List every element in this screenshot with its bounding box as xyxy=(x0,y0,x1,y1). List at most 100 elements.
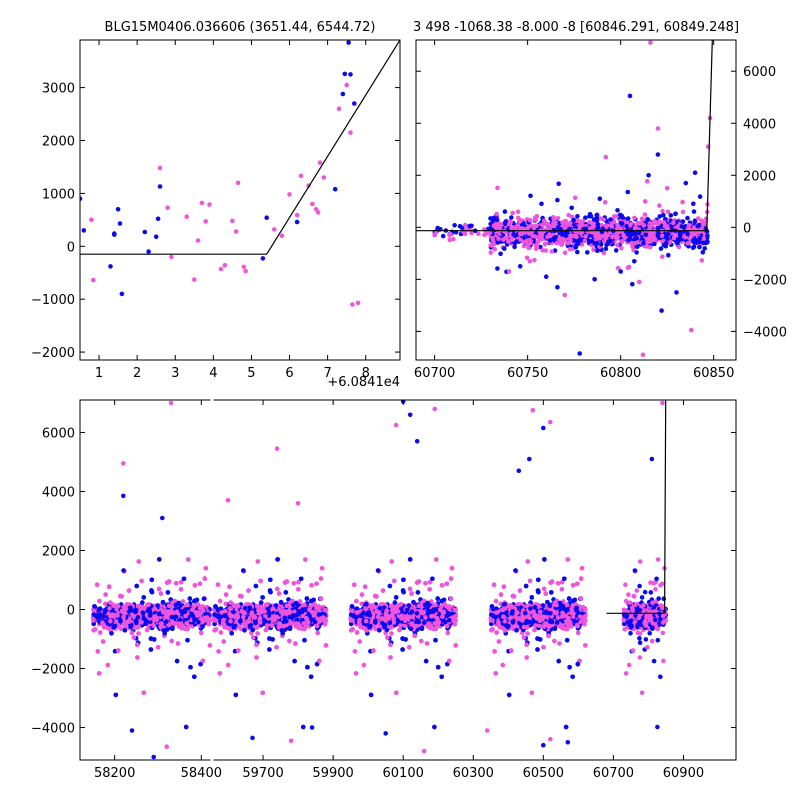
data-point xyxy=(609,224,615,229)
data-point xyxy=(172,621,178,626)
x-tick-label: 60750 xyxy=(507,366,548,381)
data-point xyxy=(673,211,678,217)
data-point xyxy=(467,223,472,229)
data-point xyxy=(701,221,707,227)
data-point xyxy=(641,222,647,228)
x-tick-label: 1 xyxy=(95,366,103,381)
data-point xyxy=(533,243,539,248)
data-point xyxy=(686,223,692,228)
data-point xyxy=(645,217,651,222)
data-point xyxy=(587,214,592,219)
data-point xyxy=(634,250,639,255)
data-point xyxy=(569,205,574,211)
data-point xyxy=(174,581,179,586)
data-point xyxy=(103,592,108,597)
data-point xyxy=(267,647,272,652)
data-point xyxy=(573,244,579,250)
data-point xyxy=(628,222,633,228)
data-point xyxy=(287,192,292,197)
data-point xyxy=(122,611,128,616)
data-point xyxy=(671,220,676,226)
data-point xyxy=(617,212,623,218)
data-point xyxy=(644,179,650,184)
data-point xyxy=(579,242,585,247)
data-point xyxy=(192,583,198,588)
data-point xyxy=(207,202,212,207)
data-point xyxy=(560,238,565,243)
data-point xyxy=(657,203,662,208)
data-point xyxy=(192,598,197,604)
data-point xyxy=(348,130,353,135)
data-point xyxy=(591,247,596,252)
data-point xyxy=(697,244,702,250)
data-point xyxy=(586,226,592,231)
data-point xyxy=(206,621,212,627)
data-point xyxy=(169,638,174,644)
data-point xyxy=(551,223,556,229)
data-point xyxy=(218,630,224,635)
data-point xyxy=(582,238,588,244)
data-point xyxy=(520,222,525,228)
data-point xyxy=(157,184,163,189)
data-point xyxy=(691,201,696,207)
data-point xyxy=(317,160,323,165)
data-point xyxy=(677,231,683,237)
data-point xyxy=(469,230,474,236)
data-point xyxy=(96,613,102,619)
axes-frame xyxy=(415,39,737,361)
x-tick-label: 7 xyxy=(323,366,331,381)
data-point xyxy=(207,643,213,648)
data-point xyxy=(509,215,514,220)
data-point xyxy=(627,93,633,99)
data-point xyxy=(517,231,523,236)
data-point xyxy=(639,216,645,221)
data-point xyxy=(109,631,114,636)
data-point xyxy=(488,216,493,221)
data-point xyxy=(518,237,523,243)
data-point xyxy=(136,631,141,636)
data-point xyxy=(700,250,706,255)
data-point xyxy=(673,238,679,244)
data-point xyxy=(685,215,690,221)
data-point xyxy=(571,217,576,223)
data-point xyxy=(697,235,702,241)
data-point xyxy=(494,217,500,223)
data-point xyxy=(134,583,139,589)
data-point xyxy=(332,186,338,192)
data-point xyxy=(108,264,113,269)
data-point xyxy=(235,180,241,186)
data-point xyxy=(697,194,703,199)
plot-area xyxy=(416,40,713,358)
data-point xyxy=(656,226,662,231)
data-point xyxy=(626,237,631,243)
data-point xyxy=(195,238,201,243)
data-point xyxy=(543,274,549,280)
data-point xyxy=(597,216,603,221)
data-point xyxy=(169,254,174,260)
data-point xyxy=(486,226,491,232)
data-point xyxy=(136,559,141,564)
data-point xyxy=(595,248,600,253)
data-point xyxy=(310,201,315,207)
data-point xyxy=(615,265,621,271)
data-point xyxy=(452,223,457,228)
data-point xyxy=(539,236,545,241)
data-point xyxy=(621,233,626,238)
data-point xyxy=(632,215,637,221)
data-point xyxy=(535,239,541,245)
data-point xyxy=(272,227,277,232)
data-point xyxy=(166,579,172,584)
data-point xyxy=(496,236,502,241)
data-point xyxy=(555,215,561,221)
data-point xyxy=(135,603,141,609)
data-point xyxy=(648,230,653,236)
data-point xyxy=(294,212,300,218)
data-point xyxy=(680,199,685,205)
data-point xyxy=(664,233,670,239)
data-point xyxy=(547,238,553,243)
data-point xyxy=(493,225,499,231)
data-point xyxy=(663,240,669,246)
data-point xyxy=(619,221,625,226)
data-point xyxy=(517,264,523,269)
data-point xyxy=(646,173,651,178)
